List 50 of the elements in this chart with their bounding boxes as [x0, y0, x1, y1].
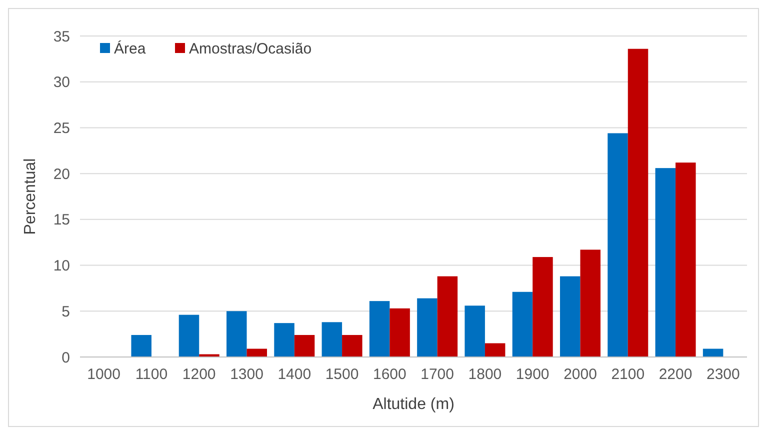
x-tick-label: 2200: [658, 366, 692, 383]
x-axis-title: Altutide (m): [372, 396, 454, 413]
x-tick-label: 2100: [611, 366, 645, 383]
bar: [676, 162, 696, 357]
bar: [178, 314, 200, 357]
y-tick-label: 5: [62, 303, 70, 320]
x-tick-label: 1500: [325, 366, 359, 383]
bar: [484, 343, 506, 357]
x-tick-label: 1100: [135, 366, 168, 383]
x-tick-label: 1000: [87, 366, 121, 383]
y-tick-label: 35: [53, 28, 70, 46]
y-tick-label: 25: [53, 120, 70, 137]
bar: [580, 250, 600, 357]
bar: [342, 334, 362, 357]
bar: [608, 133, 628, 357]
bar: [560, 276, 580, 357]
y-tick-label: 0: [62, 349, 70, 366]
bar: [655, 168, 676, 357]
bar: [390, 308, 410, 357]
bar: [294, 334, 315, 357]
x-tick-label: 2300: [706, 366, 740, 383]
y-tick-label: 10: [53, 258, 70, 275]
x-tick-label: 1900: [516, 366, 550, 383]
x-tick-label: 1700: [420, 366, 454, 383]
x-tick-label: 1200: [182, 366, 216, 383]
x-tick-label: 1800: [468, 366, 502, 383]
bar: [131, 334, 152, 357]
bar: [322, 322, 342, 357]
bar: [512, 292, 533, 357]
x-tick-label: 1400: [278, 366, 312, 383]
legend-label: Amostras/Ocasião: [189, 40, 312, 58]
y-tick-label: 15: [53, 212, 70, 229]
bar: [226, 311, 247, 357]
bar: [369, 301, 390, 357]
x-tick-label: 1300: [230, 366, 264, 383]
y-tick-label: 30: [53, 74, 70, 92]
legend-label: Área: [114, 39, 146, 58]
bar: [246, 348, 267, 357]
bar: [628, 48, 648, 357]
bar: [274, 323, 294, 357]
y-tick-label: 20: [53, 166, 70, 183]
bar: [437, 276, 458, 357]
bar: [199, 354, 220, 357]
bar: [702, 348, 724, 357]
x-tick-label: 1600: [372, 366, 406, 383]
bar: [417, 298, 438, 357]
y-axis-title: Percentual: [22, 158, 39, 235]
x-tick-label: 2000: [564, 366, 597, 383]
bar: [464, 306, 485, 357]
bar: [532, 257, 553, 357]
